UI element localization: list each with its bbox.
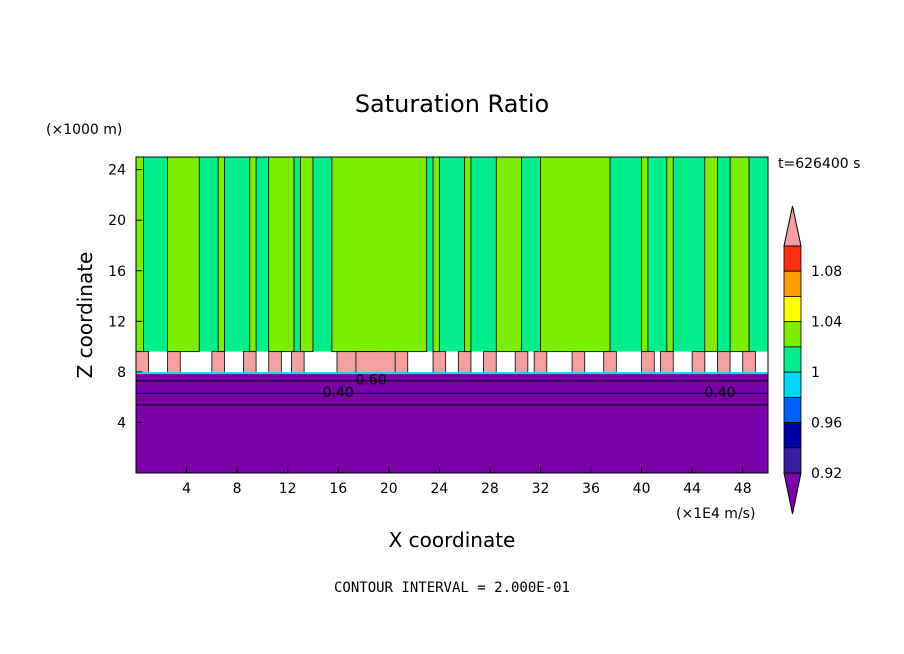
yellow-green-band <box>704 156 718 353</box>
yellow-green-band <box>666 156 674 353</box>
y-units-label: (×1000 m) <box>46 122 122 138</box>
colorbar-segment <box>783 396 802 423</box>
cloud-cell <box>571 351 586 374</box>
x-tick-label: 48 <box>734 481 752 497</box>
cloud-cell <box>483 351 497 374</box>
y-tick-label: 24 <box>108 163 126 179</box>
x-tick-label: 20 <box>380 481 398 497</box>
colorbar-segment <box>783 270 802 297</box>
x-tick-label: 16 <box>329 481 347 497</box>
colorbar-segment <box>783 321 802 348</box>
colorbar-segment <box>783 371 802 398</box>
colorbar: 1.08 1.04 1 0.96 0.92 <box>783 205 842 515</box>
yellow-green-band <box>249 156 257 353</box>
cloud-cell <box>660 351 674 374</box>
x-tick-label: 24 <box>430 481 448 497</box>
y-tick-label: 8 <box>117 365 126 381</box>
cloud-cell <box>394 351 409 374</box>
x-tick-label: 28 <box>481 481 499 497</box>
x-units-label: (×1E4 m/s) <box>676 506 755 522</box>
yellow-green-band <box>540 156 611 353</box>
x-tick-label: 44 <box>683 481 701 497</box>
y-tick-label: 12 <box>108 314 126 330</box>
x-tick-label: 8 <box>233 481 242 497</box>
yellow-green-band <box>495 156 522 353</box>
yellow-green-band <box>217 156 225 353</box>
yellow-green-band <box>135 156 144 353</box>
y-tick-label: 16 <box>108 264 126 280</box>
contour-labels: 0.400.600.40 <box>323 372 736 401</box>
cloud-cell <box>291 351 305 374</box>
colorbar-segment <box>783 296 802 323</box>
x-axis: 4 8 12 16 20 24 28 32 36 40 44 48 <box>182 467 752 497</box>
plot-area <box>135 156 769 474</box>
colorbar-tick-label: 0.92 <box>811 466 842 482</box>
yellow-green-band <box>268 156 295 353</box>
colorbar-segment <box>783 422 802 449</box>
yellow-green-band <box>641 156 649 353</box>
cloud-cell <box>135 351 150 374</box>
cloud-cell <box>514 351 529 374</box>
colorbar-tick-label: 1.04 <box>811 315 842 331</box>
lower-dry-region <box>136 373 768 473</box>
y-tick-label: 4 <box>117 415 126 431</box>
x-tick-label: 4 <box>182 481 191 497</box>
colorbar-segment <box>783 447 802 474</box>
cloud-cell <box>243 351 257 374</box>
x-tick-label: 40 <box>633 481 651 497</box>
cloud-cell <box>268 351 282 374</box>
plot-frame <box>135 156 769 474</box>
cloud-cell <box>457 351 472 374</box>
contour-interval-footer: CONTOUR INTERVAL = 2.000E-01 <box>334 580 570 596</box>
cloud-cell <box>167 351 181 374</box>
cloud-cell <box>742 351 756 374</box>
time-label: t=626400 s <box>778 156 860 172</box>
cloud-cell <box>641 351 655 374</box>
yellow-green-band <box>729 156 750 353</box>
yellow-green-band <box>167 156 200 353</box>
cloud-cell <box>603 351 617 374</box>
colorbar-bottom-arrow <box>783 472 802 515</box>
cloud-cell <box>691 351 706 374</box>
colorbar-tick-label: 0.96 <box>811 416 842 432</box>
colorbar-segment <box>783 346 802 373</box>
yellow-green-band <box>464 156 472 353</box>
y-axis-label: Z coordinate <box>73 252 97 379</box>
x-tick-label: 36 <box>582 481 600 497</box>
colorbar-tick-label: 1.08 <box>811 264 842 280</box>
colorbar-segment <box>783 245 802 272</box>
cloud-cell <box>355 351 397 374</box>
y-tick-label: 20 <box>108 213 126 229</box>
cloud-cell <box>211 351 225 374</box>
cloud-cell <box>717 351 731 374</box>
upper-layer-region <box>136 157 768 352</box>
x-tick-label: 32 <box>532 481 550 497</box>
colorbar-top-arrow <box>783 205 802 247</box>
y-axis: 4 8 12 16 20 24 <box>108 163 142 431</box>
x-tick-label: 12 <box>279 481 297 497</box>
contour-label: 0.40 <box>323 385 354 401</box>
cloud-cell <box>432 351 447 374</box>
chart-title: Saturation Ratio <box>355 90 549 118</box>
yellow-green-band <box>331 156 428 353</box>
contour-label: 0.40 <box>704 385 735 401</box>
contour-label: 0.60 <box>356 372 387 388</box>
yellow-green-band <box>299 156 314 353</box>
colorbar-tick-label: 1 <box>811 365 820 381</box>
yellow-green-band <box>432 156 440 353</box>
x-axis-label: X coordinate <box>389 528 516 552</box>
cloud-cell <box>533 351 548 374</box>
